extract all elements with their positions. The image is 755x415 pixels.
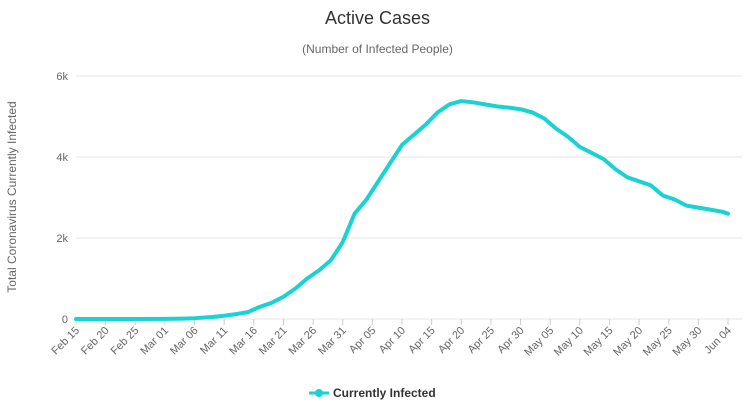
y-axis-label: Total Coronavirus Currently Infected bbox=[5, 101, 19, 292]
x-tick-label: Feb 15 bbox=[49, 325, 82, 358]
legend[interactable]: Currently Infected bbox=[309, 386, 436, 400]
x-tick-label: Mar 01 bbox=[138, 325, 171, 358]
x-tick-label: Mar 26 bbox=[287, 325, 320, 358]
x-tick-label: Apr 30 bbox=[495, 325, 526, 356]
legend-label-currently-infected: Currently Infected bbox=[333, 386, 436, 400]
x-tick-label: May 15 bbox=[582, 325, 616, 359]
grid-lines bbox=[76, 75, 742, 320]
x-tick-label: Apr 20 bbox=[436, 325, 467, 356]
y-tick-label: 6k bbox=[56, 71, 68, 83]
x-tick-label: Mar 06 bbox=[168, 325, 201, 358]
x-tick-label: Mar 16 bbox=[227, 325, 260, 358]
y-tick-label: 0 bbox=[62, 314, 68, 326]
x-tick-label: May 30 bbox=[670, 325, 704, 359]
x-tick-label: May 20 bbox=[611, 325, 645, 359]
y-tick-label: 4k bbox=[56, 152, 68, 164]
chart-title: Active Cases bbox=[325, 8, 430, 28]
y-axis-ticks: 0 2k 4k 6k bbox=[56, 71, 68, 326]
x-tick-label: Mar 31 bbox=[316, 325, 349, 358]
chart-subtitle: (Number of Infected People) bbox=[302, 42, 453, 56]
y-tick-label: 2k bbox=[56, 233, 68, 245]
x-tick-label: Apr 15 bbox=[406, 325, 437, 356]
x-tick-label: Mar 11 bbox=[198, 325, 230, 357]
series-line-0 bbox=[74, 99, 730, 321]
legend-swatch-marker bbox=[315, 389, 323, 397]
x-tick-label: Jun 04 bbox=[702, 325, 734, 357]
x-tick-label: Apr 10 bbox=[377, 325, 408, 356]
x-tick-label: Feb 20 bbox=[79, 325, 112, 358]
x-tick-label: Apr 25 bbox=[466, 325, 497, 356]
x-tick-label: Mar 21 bbox=[257, 325, 290, 358]
series-group bbox=[74, 99, 730, 321]
x-tick-label: May 05 bbox=[522, 325, 556, 359]
x-tick-label: May 10 bbox=[552, 325, 586, 359]
x-tick-label: Apr 05 bbox=[347, 325, 378, 356]
x-tick-label: May 25 bbox=[641, 325, 675, 359]
x-tick-label: Feb 25 bbox=[109, 325, 142, 358]
